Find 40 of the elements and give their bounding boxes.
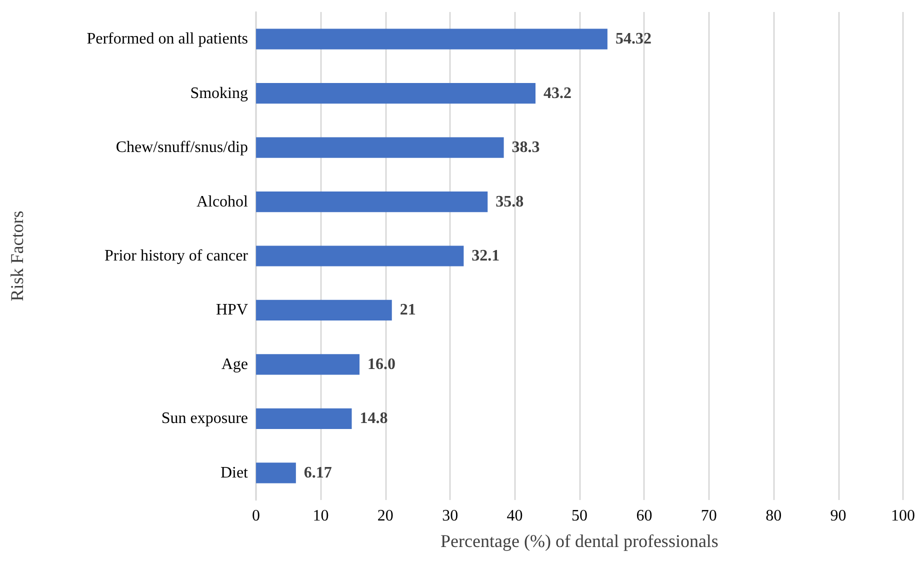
x-tick-label: 50 (572, 508, 588, 524)
data-label: 14.8 (360, 410, 388, 428)
x-tick-label: 80 (766, 508, 782, 524)
data-label: 16.0 (368, 356, 396, 373)
x-tick-label: 20 (377, 508, 394, 524)
y-axis-title: Risk Factors (7, 210, 27, 302)
data-label: 6.17 (304, 464, 332, 482)
data-label: 35.8 (496, 193, 524, 210)
y-tick-label: Alcohol (196, 193, 249, 210)
y-tick-label: Sun exposure (161, 410, 248, 428)
bar (256, 28, 608, 50)
x-tick-label: 70 (700, 508, 717, 524)
y-tick-label: Smoking (190, 84, 248, 102)
x-tick-label: 10 (312, 508, 329, 524)
data-label: 38.3 (512, 139, 540, 156)
y-tick-label: Diet (220, 464, 249, 482)
x-tick-label: 0 (252, 508, 260, 524)
x-tick-label: 40 (506, 508, 523, 524)
data-label: 32.1 (472, 248, 500, 264)
data-label: 21 (400, 302, 416, 319)
x-axis-title: Percentage (%) of dental professionals (440, 531, 718, 551)
bar (256, 246, 464, 266)
bar (256, 137, 504, 158)
y-tick-label: Chew/snuff/snus/dip (116, 139, 248, 156)
x-tick-label: 30 (442, 508, 458, 524)
bar (256, 354, 360, 375)
bar (256, 83, 536, 104)
bar (256, 408, 352, 429)
y-tick-label: Performed on all patients (86, 30, 248, 48)
data-label: 54.32 (615, 30, 652, 48)
y-tick-label: HPV (216, 302, 248, 319)
x-tick-label: 60 (636, 508, 652, 524)
x-tick-label: 90 (830, 508, 846, 524)
x-tick-label: 100 (891, 508, 915, 524)
bar (256, 191, 488, 212)
y-tick-label: Prior history of cancer (104, 248, 249, 264)
data-label: 43.2 (544, 84, 572, 102)
y-tick-label: Age (221, 356, 248, 373)
bar (256, 300, 392, 321)
bar (256, 462, 296, 484)
